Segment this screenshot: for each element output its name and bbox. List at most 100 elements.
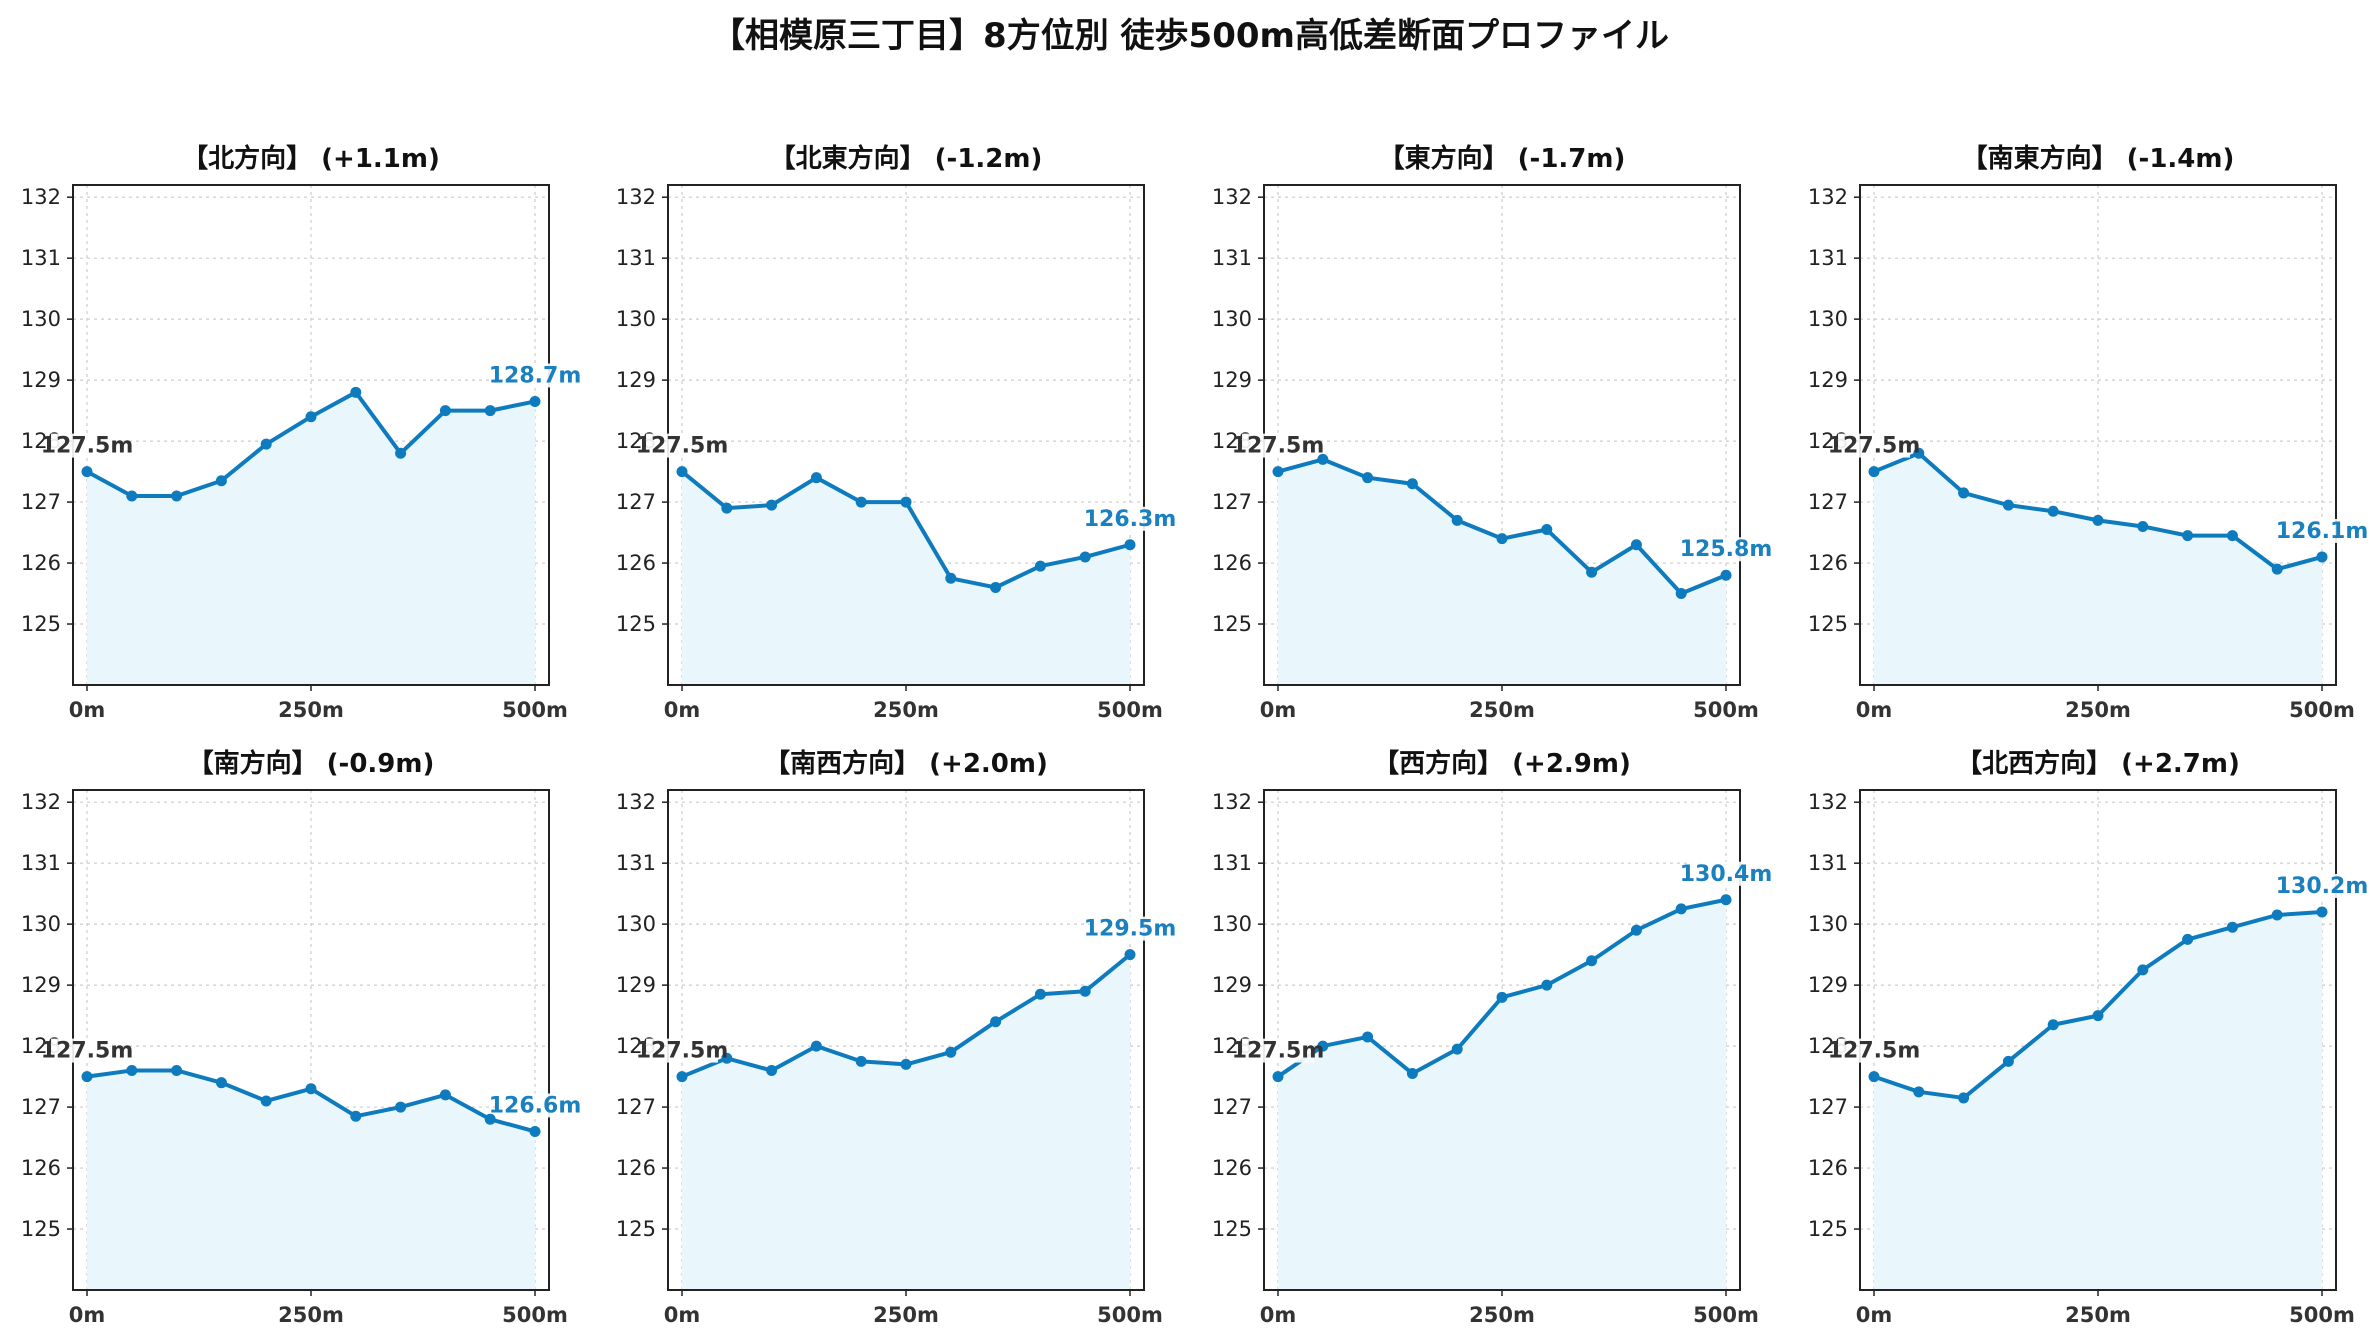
y-tick-label: 129: [616, 368, 656, 392]
end-value-label: 129.5m: [1084, 917, 1177, 942]
data-point: [1362, 1031, 1374, 1043]
end-label-bg: [1094, 916, 1166, 941]
start-label-bg: [1838, 1038, 1910, 1063]
y-tick-label: 130: [1808, 912, 1848, 936]
data-point: [990, 1016, 1002, 1028]
y-tick-label: 130: [1808, 307, 1848, 331]
start-label-bg: [51, 1038, 123, 1063]
y-tick-label: 132: [1808, 185, 1848, 209]
data-point: [1362, 472, 1374, 484]
data-point: [721, 1052, 733, 1064]
y-tick-label: 130: [21, 912, 61, 936]
data-point: [439, 1089, 451, 1101]
data-point: [1958, 487, 1970, 499]
data-point: [1675, 588, 1687, 600]
data-point: [215, 1077, 227, 1089]
data-point: [855, 1055, 867, 1067]
y-tick-label: 130: [21, 307, 61, 331]
x-tick-label: 500m: [2289, 1303, 2355, 1327]
data-point: [1124, 539, 1136, 551]
profile-area: [87, 1070, 535, 1290]
y-tick-label: 129: [21, 973, 61, 997]
y-tick-label: 127: [1808, 490, 1848, 514]
data-point: [126, 1064, 138, 1076]
start-value-label: 127.5m: [636, 1039, 729, 1064]
panel-title: 【西方向】 (+2.9m): [1373, 748, 1631, 779]
y-tick-label: 126: [1212, 1156, 1252, 1180]
data-point: [810, 472, 822, 484]
x-tick-label: 250m: [2065, 1303, 2131, 1327]
profile-area: [1278, 899, 1726, 1290]
data-point: [1720, 894, 1732, 906]
data-point: [2271, 563, 2283, 575]
data-point: [2002, 1055, 2014, 1067]
data-point: [2092, 514, 2104, 526]
x-tick-label: 500m: [1097, 698, 1163, 722]
data-point: [260, 438, 272, 450]
x-tick-label: 250m: [278, 1303, 344, 1327]
y-tick-label: 125: [1212, 1217, 1252, 1241]
figure-title: 【相模原三丁目】8方位別 徒歩500m高低差断面プロファイル: [711, 16, 1669, 56]
y-tick-label: 132: [1212, 185, 1252, 209]
data-point: [1451, 1043, 1463, 1055]
y-tick-label: 127: [616, 1095, 656, 1119]
end-label-bg: [2286, 873, 2358, 898]
x-tick-label: 0m: [69, 1303, 106, 1327]
chart-panel-4: 【南東方向】 (-1.4m)1251261271281291301311320m…: [1808, 143, 2368, 722]
data-point: [1496, 533, 1508, 545]
data-point: [1720, 569, 1732, 581]
panel-title: 【南西方向】 (+2.0m): [764, 748, 1048, 779]
start-value-label: 127.5m: [41, 434, 134, 459]
profile-area: [682, 471, 1130, 685]
data-point: [529, 1125, 541, 1137]
data-point: [2047, 1019, 2059, 1031]
data-point: [484, 1113, 496, 1125]
start-label-bg: [646, 1038, 718, 1063]
end-value-label: 130.2m: [2276, 874, 2369, 899]
y-tick-label: 126: [21, 551, 61, 575]
data-point: [171, 1064, 183, 1076]
data-point: [1913, 447, 1925, 459]
y-tick-label: 132: [21, 790, 61, 814]
y-tick-label: 126: [21, 1156, 61, 1180]
x-tick-label: 0m: [1856, 1303, 1893, 1327]
chart-panel-6: 【南西方向】 (+2.0m)1251261271281291301311320m…: [616, 748, 1176, 1327]
data-point: [855, 496, 867, 508]
y-tick-label: 132: [616, 185, 656, 209]
panel-title: 【北東方向】 (-1.2m): [770, 143, 1043, 174]
y-tick-label: 127: [21, 1095, 61, 1119]
y-tick-label: 125: [616, 612, 656, 636]
data-point: [1868, 1071, 1880, 1083]
chart-panel-2: 【北東方向】 (-1.2m)1251261271281291301311320m…: [616, 143, 1176, 722]
x-tick-label: 500m: [1097, 1303, 1163, 1327]
data-point: [945, 1046, 957, 1058]
y-tick-label: 132: [616, 790, 656, 814]
data-point: [2002, 499, 2014, 511]
start-label-bg: [1838, 433, 1910, 458]
y-tick-label: 126: [1808, 551, 1848, 575]
y-tick-label: 131: [1808, 851, 1848, 875]
y-tick-label: 129: [1808, 973, 1848, 997]
start-value-label: 127.5m: [636, 434, 729, 459]
data-point: [766, 1064, 778, 1076]
end-label-bg: [1094, 506, 1166, 531]
end-value-label: 130.4m: [1680, 862, 1773, 887]
data-point: [2047, 505, 2059, 517]
x-tick-label: 500m: [502, 1303, 568, 1327]
panel-title: 【南方向】 (-0.9m): [188, 748, 435, 779]
y-tick-label: 131: [1212, 851, 1252, 875]
start-value-label: 127.5m: [1828, 434, 1921, 459]
data-point: [1034, 560, 1046, 572]
panel-title: 【北方向】 (+1.1m): [182, 143, 440, 174]
y-tick-label: 131: [616, 851, 656, 875]
y-tick-label: 126: [616, 551, 656, 575]
y-tick-label: 129: [616, 973, 656, 997]
data-point: [2316, 906, 2328, 918]
data-point: [126, 490, 138, 502]
start-value-label: 127.5m: [1232, 1039, 1325, 1064]
data-point: [676, 466, 688, 478]
data-point: [1451, 514, 1463, 526]
data-point: [1913, 1086, 1925, 1098]
